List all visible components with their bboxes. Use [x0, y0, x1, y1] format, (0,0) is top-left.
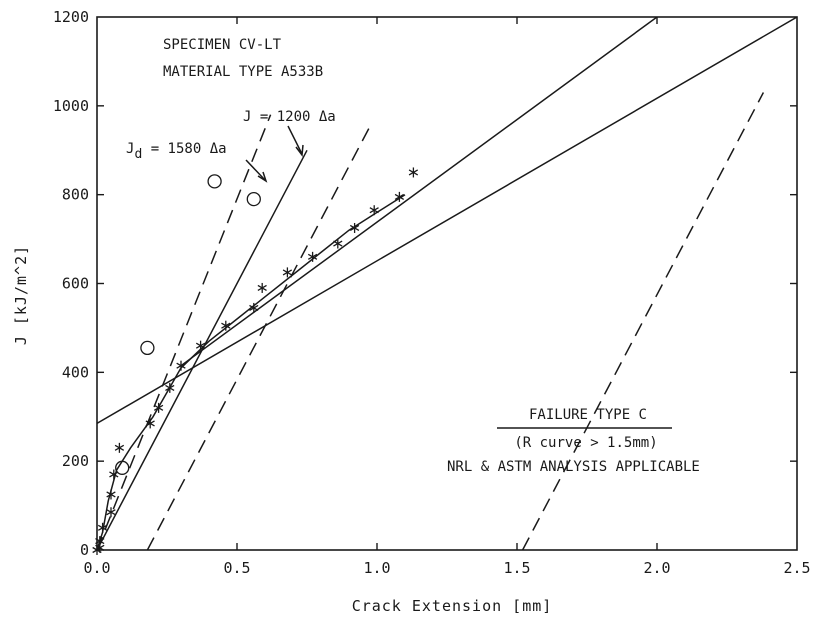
material-annotation: MATERIAL TYPE A533B [163, 64, 323, 80]
r-curve-annotation: (R curve > 1.5mm) [514, 435, 657, 451]
asterisk-point [106, 507, 116, 518]
y-tick-label: 800 [62, 186, 89, 204]
x-tick-label: 1.0 [363, 559, 390, 577]
dashed-line-7 [146, 123, 373, 550]
axis-ticks: 0.0 0.5 1.0 1.5 2.0 2.5 0 200 400 600 800 1000 1200 [53, 8, 811, 577]
asterisk-point [257, 282, 267, 293]
x-tick-label: 0.0 [83, 559, 110, 577]
analysis-annotation: NRL & ASTM ANALYSIS APPLICABLE [447, 459, 700, 475]
asterisk-point [221, 320, 231, 331]
asterisk-point [333, 238, 343, 249]
dashed-line-8 [521, 92, 765, 550]
j-line-arrowhead [295, 144, 304, 157]
solid-line-2 [97, 194, 406, 550]
asterisk-point [145, 418, 155, 429]
x-axis-label: Crack Extension [mm] [352, 597, 553, 615]
dashed-line-6 [97, 114, 272, 550]
asterisk-point [114, 442, 125, 453]
asterisk-point [249, 302, 259, 313]
plot-frame [96, 16, 798, 551]
jd-line-arrowhead [257, 171, 268, 183]
j-line-pointer [287, 125, 303, 155]
asterisk-point [394, 191, 405, 202]
asterisk-point [195, 340, 206, 351]
y-tick-label: 200 [62, 452, 89, 470]
x-tick-label: 2.0 [643, 559, 670, 577]
y-tick-label: 400 [62, 363, 89, 381]
x-tick-label: 0.5 [223, 559, 250, 577]
series-lines [97, 17, 797, 550]
asterisk-point [282, 267, 293, 278]
failure-type-annotation: FAILURE TYPE C [529, 407, 647, 423]
solid-line-5 [97, 149, 308, 550]
asterisk-point [408, 167, 419, 178]
asterisk-point [307, 251, 318, 262]
circle-point [140, 340, 155, 356]
circle-point [207, 174, 222, 189]
y-tick-label: 1200 [53, 8, 89, 26]
j-line-label: J = 1200 Δa [243, 109, 336, 125]
asterisk-point [369, 205, 379, 216]
y-tick-label: 1000 [53, 97, 89, 115]
asterisk-point [109, 469, 119, 480]
asterisk-point [153, 402, 164, 413]
circle-point [246, 191, 261, 207]
y-tick-label: 0 [80, 541, 89, 559]
solid-line-3 [97, 17, 797, 425]
x-tick-label: 1.5 [503, 559, 530, 577]
solid-line-4 [180, 17, 658, 367]
y-tick-label: 600 [62, 275, 89, 293]
asterisk-point [176, 360, 186, 371]
asterisk-point [106, 489, 116, 500]
x-tick-label: 2.5 [783, 559, 810, 577]
asterisk-point [349, 222, 360, 233]
jd-line-pointer [245, 159, 266, 181]
jd-line-label: Jd = 1580 Δa [126, 141, 227, 162]
asterisk-point [97, 522, 108, 533]
circle-point [115, 460, 130, 475]
y-axis-label: J [kJ/m^2] [12, 245, 30, 345]
plot-area [92, 17, 797, 555]
asterisk-point [165, 382, 175, 393]
specimen-annotation: SPECIMEN CV-LT [163, 37, 282, 53]
